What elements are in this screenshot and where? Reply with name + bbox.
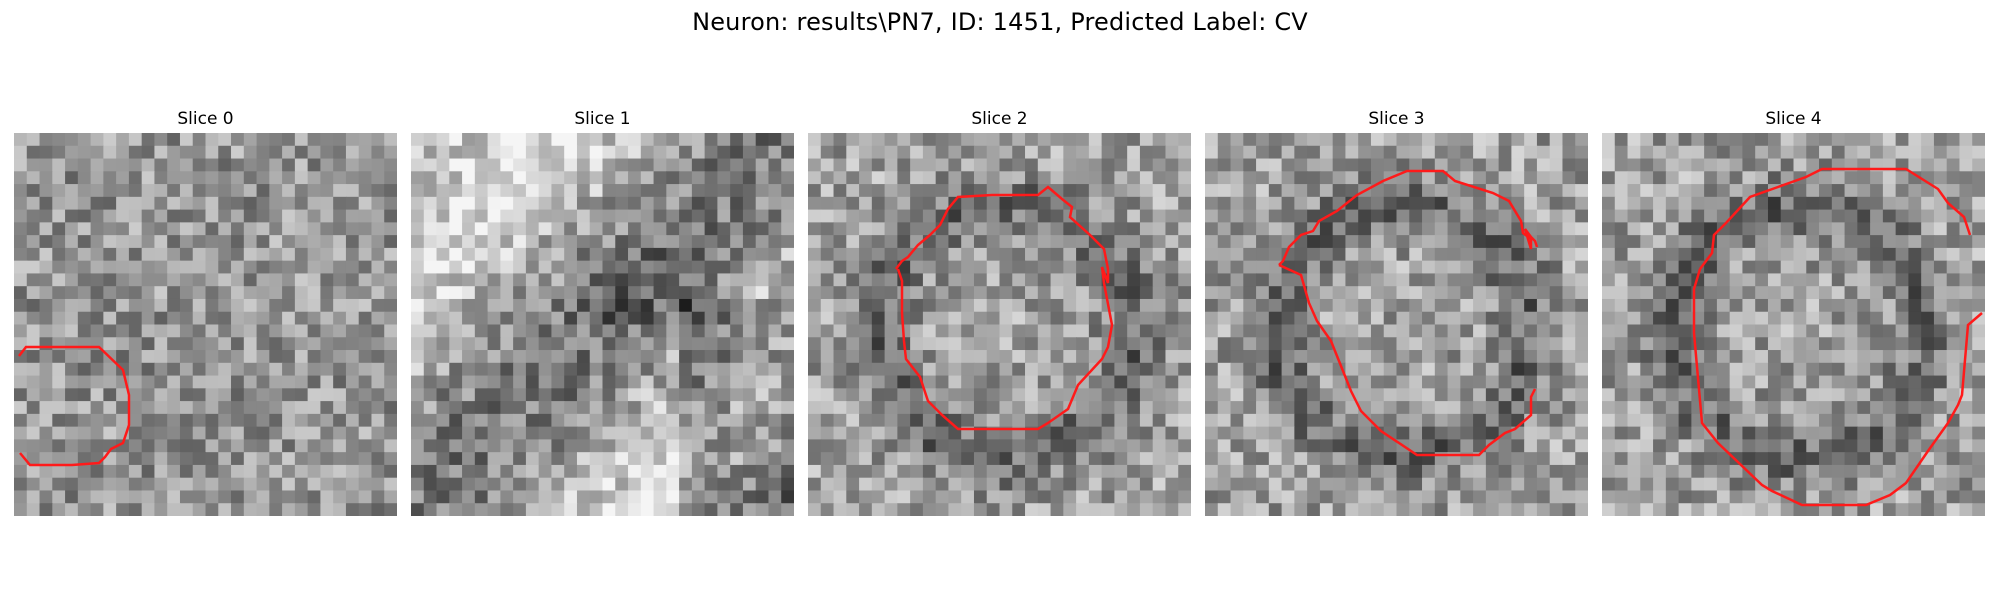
slice-0-svg xyxy=(14,133,397,516)
slice-0-image xyxy=(14,133,397,516)
slice-2-image xyxy=(808,133,1191,516)
slice-3-title: Slice 3 xyxy=(1368,109,1425,129)
slice-4-pixels xyxy=(1602,133,1985,516)
slice-2-contour xyxy=(895,185,1114,431)
slice-1-pixels xyxy=(411,133,794,516)
slice-2-pixels xyxy=(808,133,1191,516)
slice-3-pixels xyxy=(1205,133,1588,516)
slice-4-svg xyxy=(1602,133,1985,516)
slice-4-contour-b xyxy=(1692,268,1983,507)
slice-4-image xyxy=(1602,133,1985,516)
slice-1-title: Slice 1 xyxy=(574,109,631,129)
slice-4-contour xyxy=(1699,167,1972,270)
slice-3-image xyxy=(1205,133,1588,516)
slice-0-pixels xyxy=(14,133,397,516)
figure-title: Neuron: results\PN7, ID: 1451, Predicted… xyxy=(692,8,1308,36)
slice-3-contour-b xyxy=(1278,263,1537,457)
slice-2-title: Slice 2 xyxy=(971,109,1028,129)
slice-2-svg xyxy=(808,133,1191,516)
slice-4-title: Slice 4 xyxy=(1765,109,1822,129)
slice-3-svg xyxy=(1205,133,1588,516)
slice-1-svg xyxy=(411,133,794,516)
slice-3-contour xyxy=(1278,169,1539,266)
slice-1-image xyxy=(411,133,794,516)
slice-0-title: Slice 0 xyxy=(177,109,234,129)
slice-0-contour xyxy=(18,345,131,467)
